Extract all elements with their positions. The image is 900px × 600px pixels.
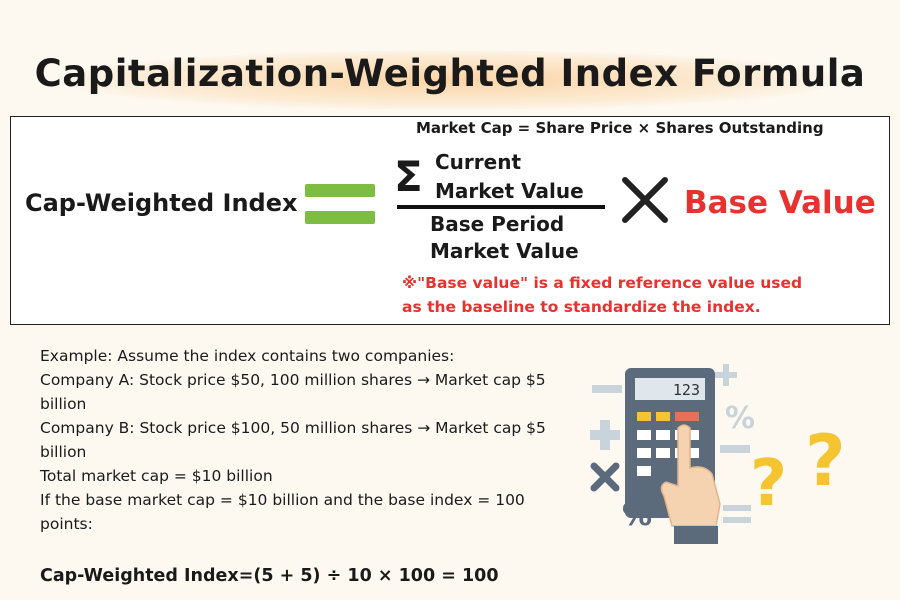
equals-bar: [305, 184, 375, 197]
button: [637, 448, 651, 458]
title-glow: [60, 50, 840, 110]
question-mark: ?: [805, 420, 846, 502]
minus-icon: [720, 445, 750, 453]
formula-top-note: Market Cap = Share Price × Shares Outsta…: [416, 119, 824, 137]
button: [637, 466, 651, 476]
denominator-line: Market Value: [430, 239, 579, 263]
multiply-icon: [590, 462, 620, 492]
numerator-line: Current: [435, 150, 522, 174]
button: [637, 430, 651, 440]
button: [656, 448, 670, 458]
question-mark: ?: [750, 447, 787, 521]
base-value: Base Value: [684, 185, 876, 221]
example-line: Total market cap = $10 billion: [40, 467, 273, 485]
display-text: 123: [673, 381, 700, 399]
formula-box: [10, 116, 890, 325]
example: Example: Assume the index contains two c…: [40, 344, 565, 536]
plus-icon: [723, 364, 729, 386]
denominator-line: Base Period: [430, 212, 565, 236]
equals-bar: [305, 211, 375, 224]
equals-icon: [723, 517, 751, 523]
plus-icon: [600, 420, 610, 450]
example-line: Company B: Stock price $100, 50 million …: [40, 419, 546, 461]
multiply-stroke: [590, 462, 620, 492]
formula-left-label: Cap-Weighted Index: [25, 189, 298, 217]
minus-icon: [592, 385, 622, 393]
fraction-bar: [397, 205, 605, 209]
sigma: Σ: [394, 152, 423, 201]
button: [637, 412, 651, 421]
example-line: If the base market cap = $10 billion and…: [40, 491, 525, 533]
button: [656, 412, 670, 421]
times-stroke: [622, 177, 668, 223]
equals-icon: [723, 505, 751, 511]
times-sign: [622, 177, 668, 223]
example-line: Example: Assume the index contains two c…: [40, 347, 455, 365]
decor-symbols: [590, 364, 751, 523]
calculator-illustration: % % 123 ? ?: [590, 364, 846, 544]
formula-note: as the baseline to standardize the index…: [402, 298, 761, 316]
button: [656, 430, 670, 440]
percent-icon: %: [725, 401, 755, 436]
formula-note: ※"Base value" is a fixed reference value…: [402, 274, 803, 292]
example-line: Company A: Stock price $50, 100 million …: [40, 371, 546, 413]
hand: [660, 424, 721, 527]
title: Capitalization-Weighted Index Formula: [34, 52, 866, 95]
sleeve: [674, 526, 718, 544]
example-result: Cap-Weighted Index=(5 + 5) ÷ 10 × 100 = …: [40, 566, 499, 586]
numerator-line: Market Value: [435, 179, 584, 203]
button: [675, 412, 699, 421]
calculator-display: [635, 378, 705, 400]
